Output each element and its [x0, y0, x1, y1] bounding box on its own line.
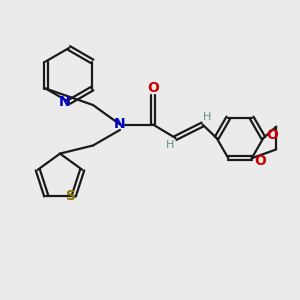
Text: O: O	[147, 82, 159, 95]
Text: N: N	[59, 95, 70, 109]
Text: H: H	[203, 112, 211, 122]
Text: O: O	[266, 128, 278, 142]
Text: S: S	[66, 189, 76, 203]
Text: O: O	[254, 154, 266, 168]
Text: H: H	[166, 140, 174, 150]
Text: N: N	[114, 118, 126, 131]
